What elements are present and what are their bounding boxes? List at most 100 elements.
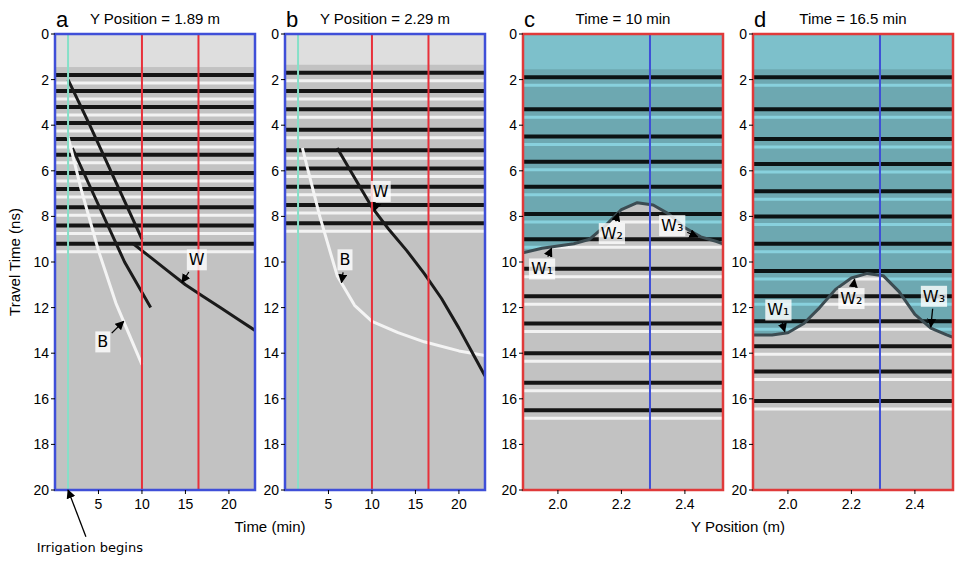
annotation-arrow bbox=[931, 309, 933, 327]
reflector bbox=[55, 224, 255, 228]
annotation-arrow bbox=[375, 204, 377, 211]
reflector bbox=[753, 399, 953, 403]
x-tick-label: 5 bbox=[325, 496, 333, 512]
reflector-highlight bbox=[55, 82, 255, 85]
annotation-arrow bbox=[687, 232, 697, 237]
y-tick-label: 0 bbox=[739, 26, 747, 42]
label-patch bbox=[529, 258, 555, 279]
x-tick bbox=[787, 490, 788, 494]
reflector bbox=[285, 107, 485, 111]
y-tick bbox=[51, 216, 55, 217]
y-tick-label: 18 bbox=[731, 436, 747, 452]
y-tick bbox=[51, 170, 55, 171]
plot-area bbox=[285, 34, 485, 490]
reflector-highlight bbox=[55, 145, 255, 148]
reflector-highlight bbox=[753, 353, 953, 356]
x-tick bbox=[98, 490, 99, 494]
background bbox=[55, 34, 255, 490]
y-tick bbox=[519, 307, 523, 308]
annotation-arrow bbox=[853, 279, 854, 286]
y-tick-label: 16 bbox=[33, 391, 49, 407]
y-tick bbox=[51, 353, 55, 354]
y-tick-label: 8 bbox=[739, 208, 747, 224]
y-tick-label: 14 bbox=[33, 345, 49, 361]
y-tick-label: 6 bbox=[271, 163, 279, 179]
annotation-label: W₃ bbox=[661, 216, 683, 235]
annotation-label: W₂ bbox=[601, 224, 623, 243]
reflector-highlight bbox=[55, 214, 255, 217]
label-patch bbox=[659, 215, 685, 236]
x-tick-label: 5 bbox=[95, 496, 103, 512]
label-patch bbox=[338, 249, 353, 270]
y-tick bbox=[749, 307, 753, 308]
y-tick-label: 4 bbox=[509, 117, 517, 133]
annotation: W₁ bbox=[765, 299, 791, 331]
y-tick-label: 10 bbox=[33, 254, 49, 270]
y-axis-title: Travel Time (ns) bbox=[6, 208, 23, 316]
y-tick bbox=[519, 398, 523, 399]
reflector bbox=[55, 89, 255, 93]
reflector bbox=[523, 381, 723, 385]
wet-zone bbox=[753, 34, 953, 337]
annotation-arrow bbox=[782, 322, 785, 331]
frame bbox=[55, 34, 255, 490]
reflector bbox=[285, 167, 485, 171]
y-tick bbox=[749, 79, 753, 80]
y-tick-label: 20 bbox=[731, 482, 747, 498]
annotation: W₂ bbox=[599, 213, 625, 244]
y-tick bbox=[51, 444, 55, 445]
reflector-highlight bbox=[55, 161, 255, 164]
y-tick bbox=[281, 353, 285, 354]
wet-zone bbox=[523, 34, 723, 253]
annotation-arrow bbox=[616, 213, 619, 221]
background bbox=[753, 34, 953, 490]
label-patch bbox=[921, 286, 947, 307]
reflector-highlight bbox=[285, 157, 485, 160]
y-tick-label: 0 bbox=[41, 26, 49, 42]
reflector bbox=[753, 344, 953, 348]
y-tick bbox=[519, 125, 523, 126]
y-tick bbox=[749, 490, 753, 491]
panel-letter: a bbox=[56, 7, 69, 32]
wetting-front bbox=[753, 273, 953, 337]
y-tick bbox=[749, 444, 753, 445]
annotation-label: W₁ bbox=[767, 300, 789, 319]
annotation: W₂ bbox=[838, 279, 864, 309]
annotation: W₃ bbox=[659, 215, 698, 237]
reflector-highlight bbox=[55, 129, 255, 132]
x-tick-label: 15 bbox=[178, 496, 194, 512]
annotation: W₃ bbox=[921, 286, 947, 327]
y-tick-label: 2 bbox=[41, 72, 49, 88]
annotation: W₁ bbox=[529, 248, 555, 279]
y-tick bbox=[281, 170, 285, 171]
y-tick bbox=[51, 79, 55, 80]
reflector bbox=[285, 148, 485, 152]
x-tick-label: 10 bbox=[134, 496, 150, 512]
reflector-highlight bbox=[523, 330, 723, 333]
x-tick bbox=[228, 490, 229, 494]
label-patch bbox=[765, 299, 791, 320]
reflector-highlight bbox=[55, 180, 255, 183]
y-tick bbox=[749, 262, 753, 263]
annotation: Irrigation begins bbox=[35, 490, 146, 556]
y-tick-label: 14 bbox=[501, 345, 517, 361]
air-zone bbox=[285, 34, 485, 65]
wetting-front bbox=[523, 203, 723, 253]
reflector bbox=[55, 73, 255, 77]
x-tick bbox=[185, 490, 186, 494]
y-tick-label: 4 bbox=[739, 117, 747, 133]
y-tick-label: 6 bbox=[739, 163, 747, 179]
x-tick bbox=[851, 490, 852, 494]
annotation: W bbox=[182, 249, 207, 282]
plot-area bbox=[753, 34, 953, 490]
y-tick-label: 12 bbox=[263, 300, 279, 316]
reflection-event bbox=[133, 244, 255, 331]
panel-title: Time = 16.5 min bbox=[799, 10, 906, 27]
frame bbox=[753, 34, 953, 490]
panel: 024681012141618202.02.22.4Y Position (m)… bbox=[501, 7, 785, 535]
x-tick bbox=[684, 490, 685, 494]
y-tick-label: 20 bbox=[33, 482, 49, 498]
figure: 0 2 4 6 8 10 12 14 16 18 20 5 10 15 20 Travel Time (ns)… bbox=[0, 0, 966, 565]
y-tick bbox=[51, 125, 55, 126]
annotation-label: W₁ bbox=[531, 259, 553, 278]
